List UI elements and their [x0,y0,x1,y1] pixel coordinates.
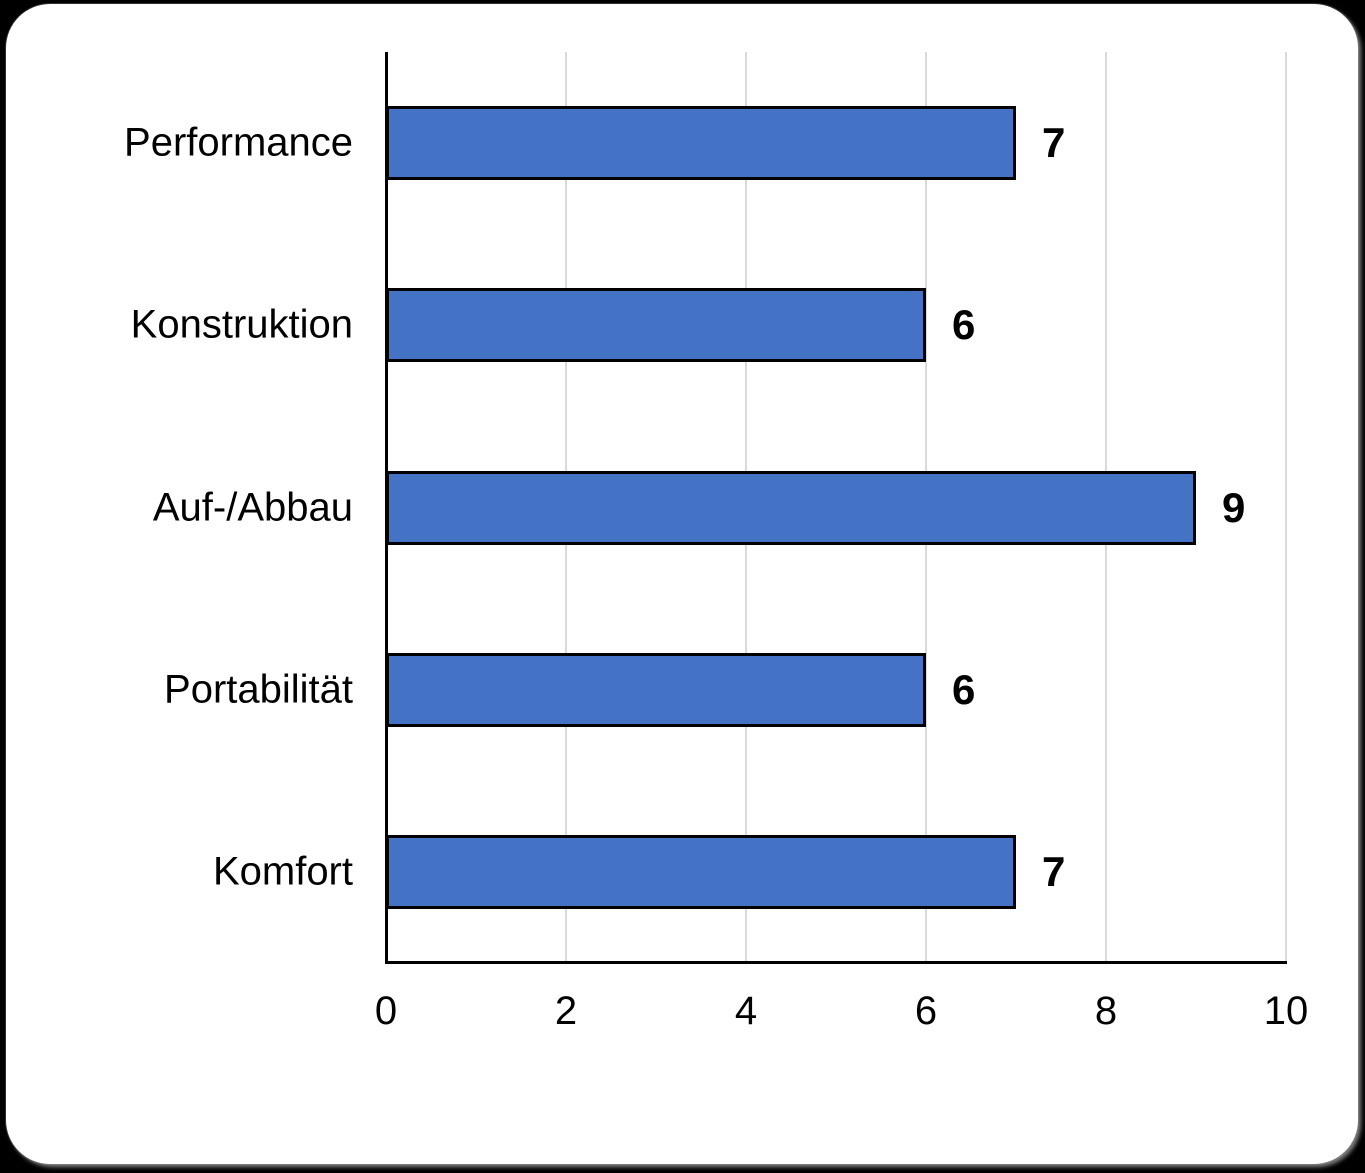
x-tick-label-0: 0 [374,989,398,1033]
x-tick-label-6: 6 [914,989,938,1033]
chart-card: Performance 7 Konstruktion 6 Auf-/Abbau 9 Port… [6,4,1358,1164]
x-tick-label-10: 10 [1263,989,1309,1033]
category-label-auf-abbau: Auf-/Abbau [152,485,353,529]
category-label-komfort: Komfort [212,849,353,894]
category-label-portabilitat: Portabilität [164,667,353,712]
gridline-x-10 [1285,52,1287,963]
value-label-konstruktion: 6 [952,301,976,349]
category-label-performance: Performance [124,120,353,165]
x-tick-label-2: 2 [554,989,578,1033]
x-tick-label-8: 8 [1094,989,1118,1033]
bar-portabilitat [386,652,926,727]
bar-performance [386,106,1016,181]
category-label-konstruktion: Konstruktion [130,302,353,347]
x-axis-line [385,961,1287,964]
bar-komfort [386,834,1016,909]
bar-konstruktion [386,288,926,363]
value-label-portabilitat: 6 [952,665,976,713]
bar-auf-abbau [386,470,1196,545]
value-label-performance: 7 [1042,119,1066,167]
x-tick-label-4: 4 [734,989,758,1033]
value-label-auf-abbau: 9 [1222,483,1246,531]
value-label-komfort: 7 [1042,847,1066,895]
